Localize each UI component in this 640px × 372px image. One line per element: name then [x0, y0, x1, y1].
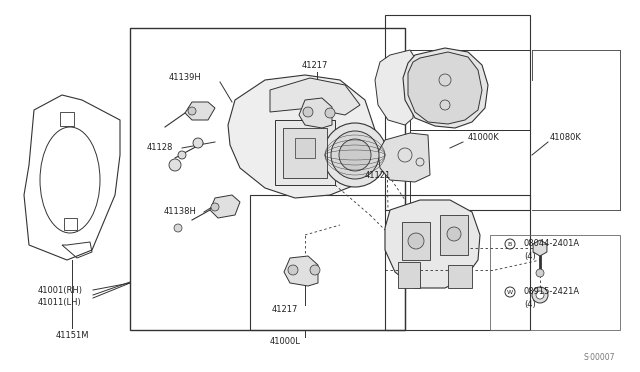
Circle shape [211, 203, 219, 211]
Circle shape [193, 138, 203, 148]
Polygon shape [378, 133, 430, 182]
Circle shape [188, 107, 196, 115]
Bar [64, 218, 77, 230]
Circle shape [532, 287, 548, 303]
Bar [440, 215, 468, 255]
Text: (4): (4) [524, 299, 536, 308]
Text: W: W [507, 289, 513, 295]
Polygon shape [210, 195, 240, 218]
Bar [250, 195, 405, 330]
Bar [410, 130, 530, 210]
Circle shape [339, 139, 371, 171]
Text: 41000K: 41000K [468, 134, 500, 142]
Circle shape [447, 227, 461, 241]
Bar [402, 222, 430, 260]
Circle shape [536, 269, 544, 277]
Bar [398, 262, 420, 288]
Polygon shape [299, 98, 332, 128]
Circle shape [178, 151, 186, 159]
Text: 41080K: 41080K [550, 134, 582, 142]
Polygon shape [408, 52, 482, 124]
Polygon shape [385, 200, 480, 288]
Circle shape [303, 107, 313, 117]
Polygon shape [228, 75, 375, 198]
Text: 41138H: 41138H [164, 208, 196, 217]
Circle shape [325, 108, 335, 118]
Text: S·00007: S·00007 [584, 353, 615, 362]
Polygon shape [533, 240, 547, 256]
Bar [275, 120, 335, 185]
Text: 08915-2421A: 08915-2421A [524, 288, 580, 296]
Text: 41000L: 41000L [269, 337, 300, 346]
Polygon shape [284, 256, 318, 286]
Circle shape [331, 131, 379, 179]
Bar [295, 138, 315, 158]
Text: 41011(LH): 41011(LH) [38, 298, 82, 307]
Bar [385, 195, 530, 330]
Bar [385, 15, 530, 210]
Text: 41217: 41217 [302, 61, 328, 70]
Bar [448, 265, 472, 288]
Text: 41151M: 41151M [55, 330, 89, 340]
Bar [283, 128, 327, 178]
Circle shape [174, 224, 182, 232]
Text: 08044-2401A: 08044-2401A [524, 240, 580, 248]
Text: 41128: 41128 [147, 144, 173, 153]
Bar [490, 235, 620, 330]
Circle shape [310, 265, 320, 275]
Text: 41001(RH): 41001(RH) [38, 285, 83, 295]
Text: 41139H: 41139H [168, 74, 202, 83]
Circle shape [323, 123, 387, 187]
Bar [130, 28, 405, 330]
Bar [410, 50, 530, 130]
Polygon shape [185, 102, 215, 120]
Text: 41217: 41217 [272, 305, 298, 314]
Circle shape [408, 233, 424, 249]
Polygon shape [270, 78, 360, 115]
Polygon shape [403, 48, 488, 128]
Text: B: B [508, 241, 512, 247]
Polygon shape [375, 50, 415, 125]
Circle shape [288, 265, 298, 275]
Circle shape [536, 291, 544, 299]
Bar [60, 112, 74, 126]
Circle shape [169, 159, 181, 171]
Text: 41121: 41121 [365, 170, 391, 180]
Text: (4): (4) [524, 251, 536, 260]
